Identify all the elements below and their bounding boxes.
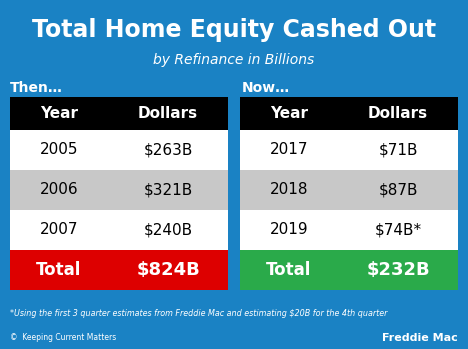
Text: Total Home Equity Cashed Out: Total Home Equity Cashed Out: [32, 18, 436, 42]
Text: $71B: $71B: [378, 142, 418, 157]
Text: 2005: 2005: [40, 142, 78, 157]
Polygon shape: [240, 210, 458, 250]
Text: $87B: $87B: [378, 183, 418, 198]
Polygon shape: [10, 250, 228, 290]
Polygon shape: [10, 97, 228, 130]
Text: $321B: $321B: [143, 183, 193, 198]
Text: 2007: 2007: [40, 223, 78, 238]
Text: *Using the first 3 quarter estimates from Freddie Mac and estimating $20B for th: *Using the first 3 quarter estimates fro…: [10, 309, 388, 318]
Text: $240B: $240B: [144, 223, 193, 238]
Text: $74B*: $74B*: [374, 223, 422, 238]
Polygon shape: [10, 130, 228, 170]
Text: by Refinance in Billions: by Refinance in Billions: [154, 53, 314, 67]
Polygon shape: [240, 130, 458, 170]
Text: $263B: $263B: [143, 142, 193, 157]
Text: $824B: $824B: [136, 261, 200, 279]
Polygon shape: [10, 170, 228, 210]
Text: ©  Keeping Current Matters: © Keeping Current Matters: [10, 334, 116, 342]
Polygon shape: [240, 250, 458, 290]
Text: Dollars: Dollars: [138, 106, 198, 121]
Text: 2006: 2006: [40, 183, 78, 198]
Text: Year: Year: [40, 106, 78, 121]
Polygon shape: [10, 210, 228, 250]
Polygon shape: [240, 170, 458, 210]
Text: Year: Year: [270, 106, 308, 121]
Text: Dollars: Dollars: [368, 106, 428, 121]
Text: 2019: 2019: [270, 223, 308, 238]
Text: Freddie Mac: Freddie Mac: [382, 333, 458, 343]
Text: Total: Total: [37, 261, 82, 279]
Text: 2017: 2017: [270, 142, 308, 157]
Text: Total: Total: [266, 261, 312, 279]
Text: Then…: Then…: [10, 81, 63, 95]
Text: 2018: 2018: [270, 183, 308, 198]
Text: $232B: $232B: [366, 261, 430, 279]
Polygon shape: [240, 97, 458, 130]
Text: Now…: Now…: [242, 81, 290, 95]
